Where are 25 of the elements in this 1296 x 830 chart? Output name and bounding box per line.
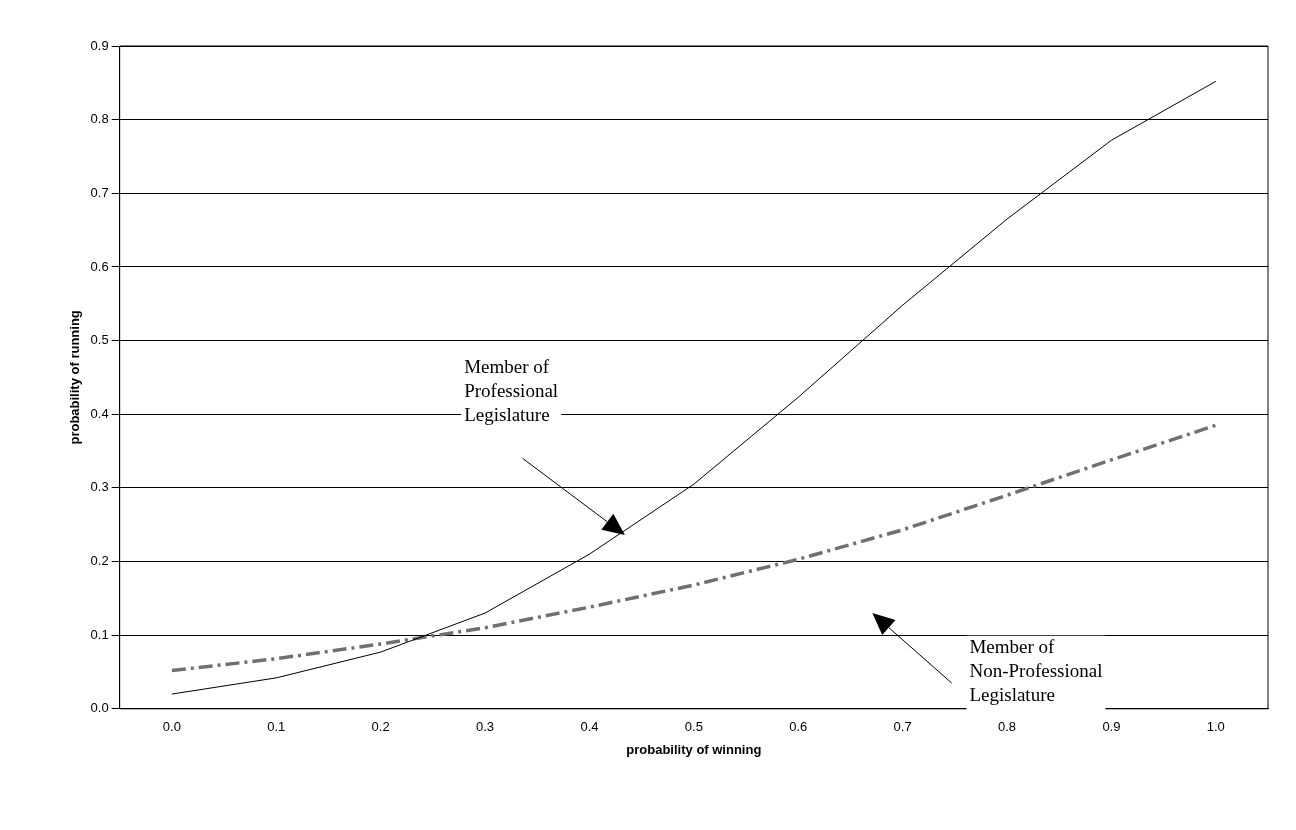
y-tick-label: 0.1: [90, 626, 109, 642]
x-tick-label: 0.0: [162, 719, 181, 735]
annotation: Member of Professional Legislature: [464, 356, 559, 426]
y-tick-label: 0.0: [90, 700, 109, 716]
x-tick-label: 0.1: [267, 719, 286, 735]
x-tick-label: 0.3: [476, 719, 495, 735]
y-tick-label: 0.2: [90, 553, 109, 569]
x-tick-label: 1.0: [1206, 719, 1225, 735]
y-tick-label: 0.8: [90, 111, 109, 127]
x-tick-label: 0.2: [371, 719, 390, 735]
y-tick-label: 0.5: [90, 332, 109, 348]
x-axis-title: probability of winning: [626, 741, 762, 757]
y-tick-label: 0.6: [90, 258, 109, 274]
x-tick-label: 0.7: [893, 719, 912, 735]
y-tick-label: 0.3: [90, 479, 109, 495]
x-tick-label: 0.4: [580, 719, 599, 735]
x-tick-label: 0.6: [789, 719, 808, 735]
annotation: Member of Non-Professional Legislature: [969, 636, 1103, 706]
y-tick-label: 0.9: [90, 37, 109, 53]
x-tick-label: 0.8: [997, 719, 1017, 735]
y-tick-label: 0.7: [90, 184, 109, 200]
y-tick-label: 0.4: [90, 405, 109, 421]
y-axis-title: probability of running: [67, 310, 83, 445]
x-tick-label: 0.5: [684, 719, 703, 735]
x-tick-label: 0.9: [1102, 719, 1121, 735]
